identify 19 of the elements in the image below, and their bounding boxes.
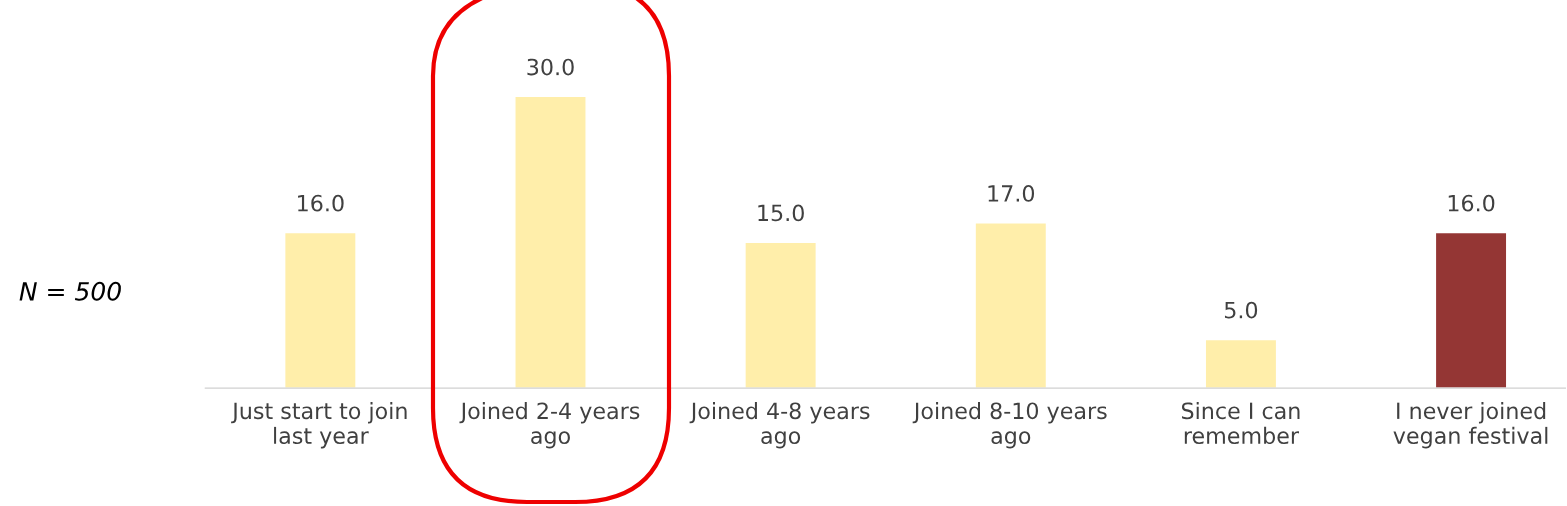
data-label: 16.0: [1448, 194, 1495, 212]
x-tick-label: Joined 4-8 years ago: [689, 401, 870, 449]
x-tick-label: Joined 8-10 years ago: [912, 401, 1107, 449]
data-label: 15.0: [758, 204, 804, 222]
x-tick-label: Since I can remember: [1181, 401, 1300, 445]
bar: [283, 231, 357, 389]
bar: [744, 241, 818, 389]
bar: [1434, 231, 1508, 389]
data-label: 17.0: [988, 185, 1035, 202]
x-tick-label: Joined 2-4 years ago: [459, 401, 640, 449]
text: N = 500: [19, 281, 121, 301]
data-label: 5.0: [1224, 301, 1258, 319]
x-tick-label: Just start to join last year: [231, 401, 407, 449]
bar: [1204, 338, 1278, 389]
bar: [974, 222, 1048, 389]
x-tick-label: I never joined vegan festival: [1393, 401, 1548, 449]
bar: [514, 95, 587, 389]
data-label: 30.0: [527, 58, 574, 76]
data-label: 16.0: [298, 194, 344, 212]
